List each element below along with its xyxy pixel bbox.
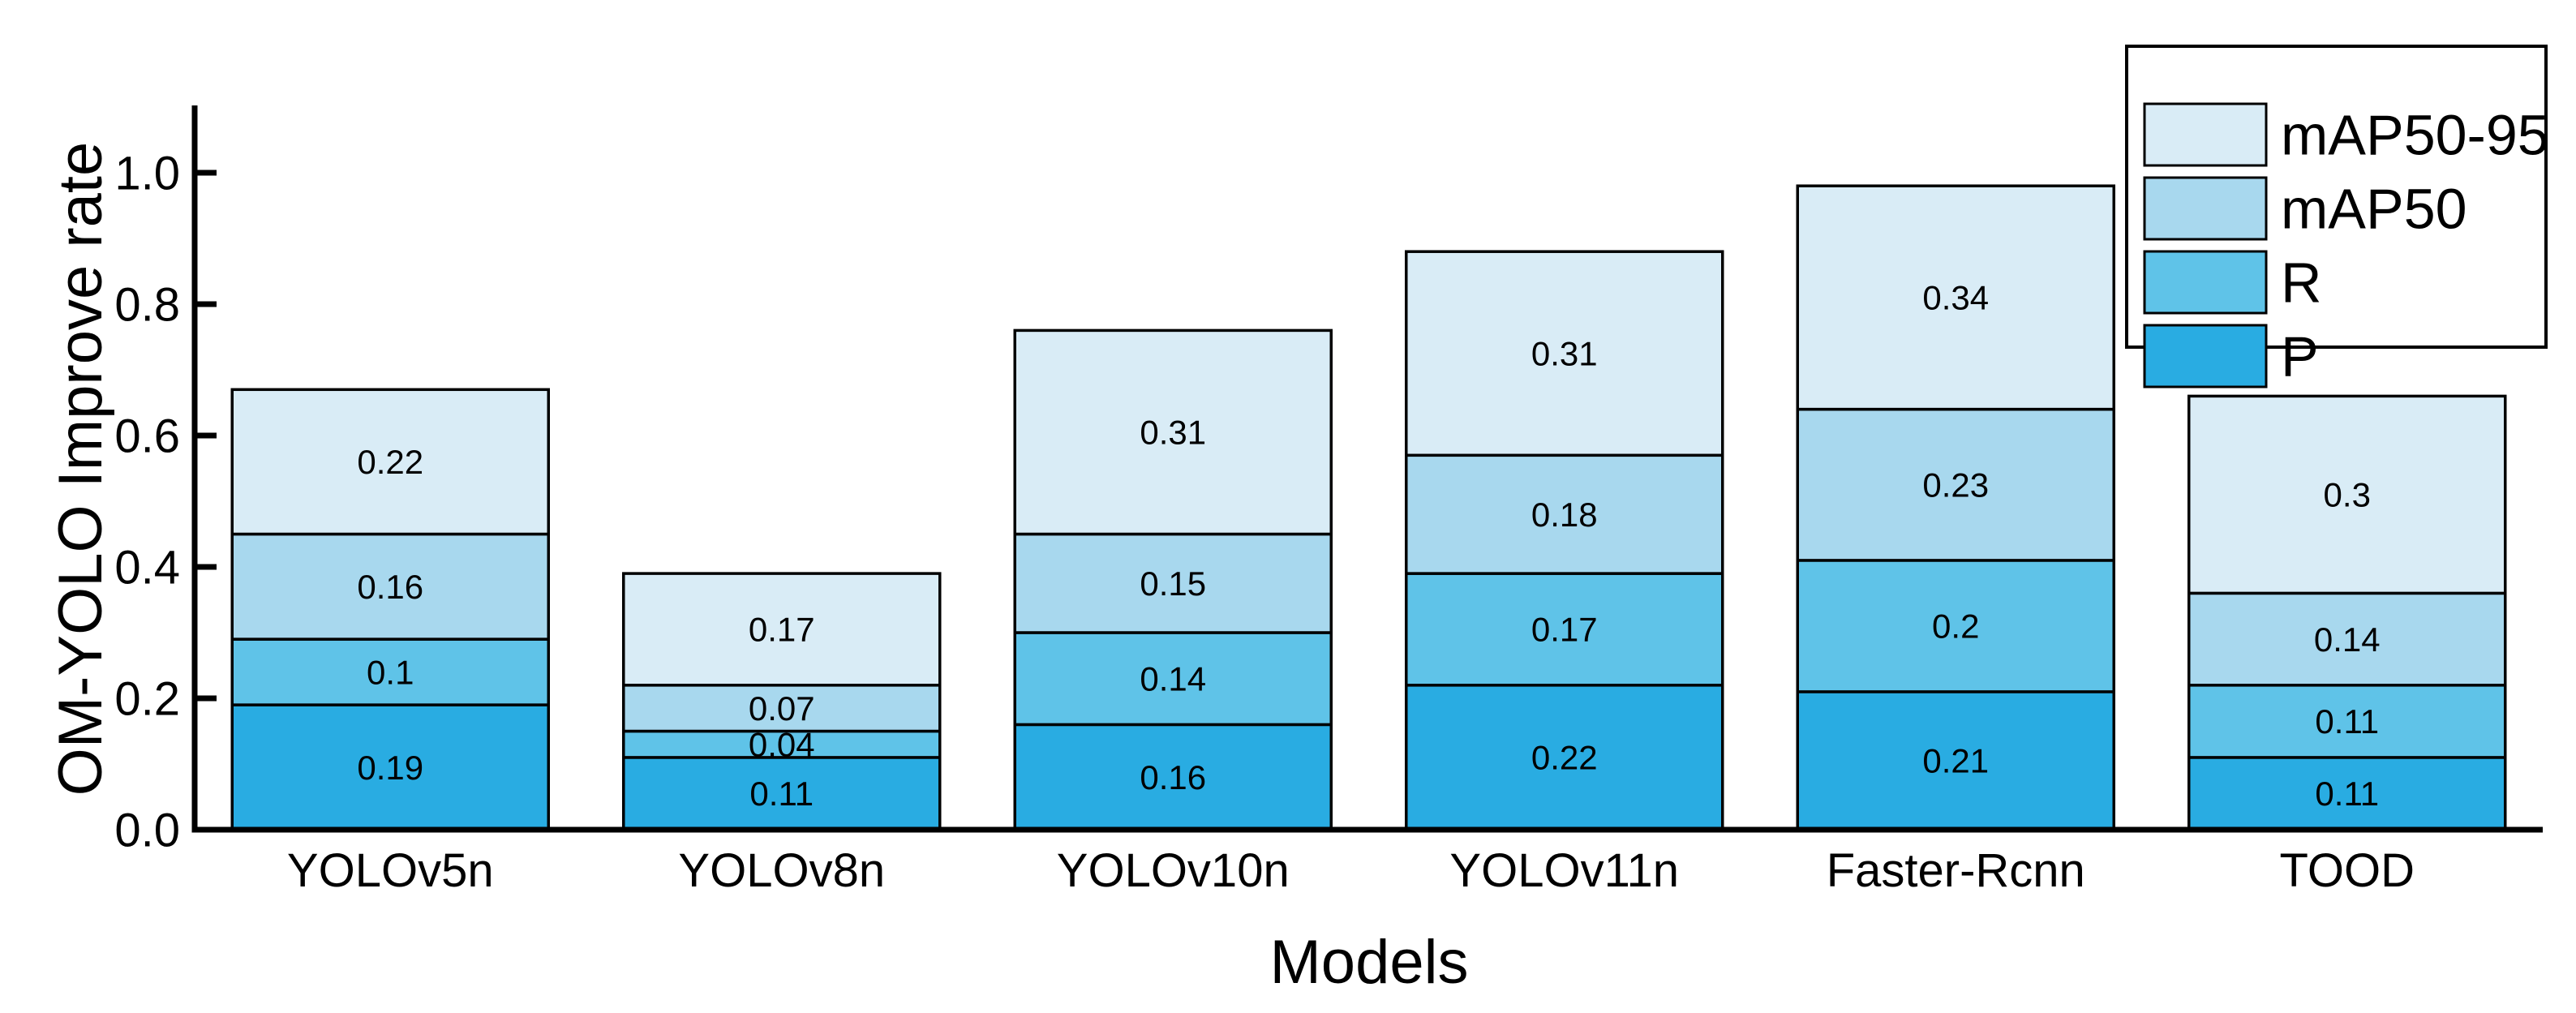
bar-segment-R-YOLOv11n xyxy=(1405,572,1724,687)
bar-segment-mAP50-YOLOv5n xyxy=(230,532,550,641)
bar-segment-mAP50-95-YOLOv11n xyxy=(1405,250,1724,457)
bar-value-label-P-TOOD: 0.11 xyxy=(2315,775,2379,813)
bar-segment-P-TOOD xyxy=(2187,756,2507,831)
x-category-label-YOLOv10n: YOLOv10n xyxy=(1057,844,1290,897)
bar-value-label-mAP50-95-YOLOv5n: 0.22 xyxy=(357,443,423,481)
bars-layer: 0.190.10.160.220.110.040.070.170.160.140… xyxy=(230,184,2507,831)
bar-segment-P-YOLOv10n xyxy=(1013,723,1333,831)
x-category-label-Faster-Rcnn: Faster-Rcnn xyxy=(1827,844,2085,897)
bar-segment-mAP50-95-TOOD xyxy=(2187,394,2507,595)
bar-segment-R-YOLOv10n xyxy=(1013,631,1333,727)
bar-value-label-mAP50-95-YOLOv8n: 0.17 xyxy=(749,611,815,649)
bar-segment-mAP50-95-YOLOv10n xyxy=(1013,328,1333,536)
x-category-label-YOLOv11n: YOLOv11n xyxy=(1449,844,1679,897)
bar-value-label-mAP50-95-Faster-Rcnn: 0.34 xyxy=(1922,279,1989,317)
bar-segment-mAP50-YOLOv8n xyxy=(622,684,942,733)
legend-layer: mAP50-95 mAP50 RP xyxy=(2125,45,2549,388)
y-tick-label: 0.0 xyxy=(114,804,180,856)
y-tick-label: 1.0 xyxy=(114,147,180,200)
y-axis-title: OM-YOLO Improve rate xyxy=(46,142,115,796)
bar-segment-R-YOLOv8n xyxy=(622,729,942,759)
bar-segment-mAP50-Faster-Rcnn xyxy=(1796,407,2115,562)
bar-value-label-P-YOLOv8n: 0.11 xyxy=(749,775,814,813)
bar-value-label-R-TOOD: 0.11 xyxy=(2315,702,2379,740)
bar-value-label-mAP50-YOLOv10n: 0.15 xyxy=(1140,564,1206,603)
bar-value-label-P-YOLOv11n: 0.22 xyxy=(1531,739,1598,777)
legend-swatch-mAP50-95 xyxy=(2143,102,2268,167)
bar-value-label-P-YOLOv10n: 0.16 xyxy=(1140,758,1206,796)
bar-value-label-R-YOLOv10n: 0.14 xyxy=(1140,659,1206,698)
bar-value-label-mAP50-95-TOOD: 0.3 xyxy=(2324,476,2371,514)
bar-segment-R-TOOD xyxy=(2187,684,2507,759)
bar-segment-P-YOLOv5n xyxy=(230,703,550,831)
y-tick-label: 0.2 xyxy=(114,672,180,725)
bar-segment-mAP50-95-YOLOv8n xyxy=(622,572,942,687)
legend-label-mAP50-95: mAP50-95 xyxy=(2281,104,2549,167)
bar-segment-mAP50-95-YOLOv5n xyxy=(230,388,550,536)
y-tick-label: 0.6 xyxy=(114,410,180,462)
y-tick-label: 0.4 xyxy=(114,541,180,594)
bar-value-label-mAP50-95-YOLOv10n: 0.31 xyxy=(1140,414,1206,452)
bar-segment-mAP50-YOLOv11n xyxy=(1405,453,1724,575)
bar-value-label-R-YOLOv11n: 0.17 xyxy=(1531,611,1598,649)
bar-value-label-P-Faster-Rcnn: 0.21 xyxy=(1922,742,1989,780)
legend-label-R: R xyxy=(2281,251,2322,315)
x-category-label-YOLOv8n: YOLOv8n xyxy=(678,844,885,897)
legend-label-mAP50: mAP50 xyxy=(2281,178,2467,241)
bar-segment-R-Faster-Rcnn xyxy=(1796,559,2115,693)
x-axis-title: Models xyxy=(1270,928,1469,997)
bar-segment-mAP50-95-Faster-Rcnn xyxy=(1796,184,2115,411)
legend-swatch-mAP50 xyxy=(2143,176,2268,241)
bar-segment-P-Faster-Rcnn xyxy=(1796,690,2115,831)
bar-segment-mAP50-YOLOv10n xyxy=(1013,532,1333,634)
bar-value-label-mAP50-YOLOv5n: 0.16 xyxy=(357,568,423,606)
legend-swatch-P xyxy=(2143,324,2268,388)
bar-value-label-mAP50-TOOD: 0.14 xyxy=(2314,620,2381,659)
legend-label-P: P xyxy=(2281,325,2319,388)
x-category-label-YOLOv5n: YOLOv5n xyxy=(287,844,494,897)
legend-swatch-R xyxy=(2143,250,2268,315)
bar-segment-mAP50-TOOD xyxy=(2187,591,2507,687)
x-category-label-TOOD: TOOD xyxy=(2280,844,2415,897)
bar-value-label-mAP50-95-YOLOv11n: 0.31 xyxy=(1531,334,1598,372)
bar-value-label-R-YOLOv5n: 0.1 xyxy=(367,653,414,691)
bar-value-label-mAP50-YOLOv11n: 0.18 xyxy=(1531,496,1598,534)
axes-layer: 0.0 0.2 0.4 0.6 0.8 1.0 YOLOv5n YOLOv8n YOLOv10n… xyxy=(114,105,2543,897)
bar-value-label-R-Faster-Rcnn: 0.2 xyxy=(1932,607,1979,646)
bar-value-label-mAP50-Faster-Rcnn: 0.23 xyxy=(1922,466,1989,504)
bar-value-label-mAP50-YOLOv8n: 0.07 xyxy=(749,689,815,728)
y-tick-label: 0.8 xyxy=(114,278,180,331)
bar-value-label-P-YOLOv5n: 0.19 xyxy=(357,749,423,787)
